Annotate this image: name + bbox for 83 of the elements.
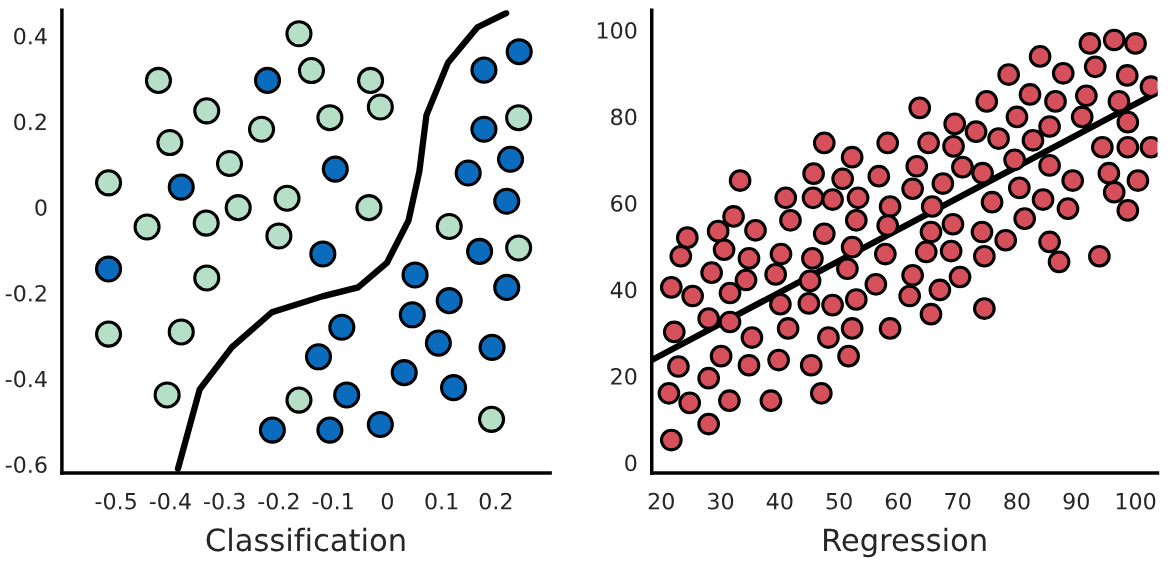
x-tick-label: 0.1 xyxy=(425,492,458,510)
point xyxy=(193,97,221,125)
point xyxy=(321,155,349,183)
x-tick-label: 80 xyxy=(1004,492,1030,510)
y-tick-label: 100 xyxy=(597,21,637,39)
point xyxy=(253,66,282,94)
point xyxy=(133,213,161,241)
y-tick-label: 0.2 xyxy=(14,113,46,131)
x-tick-label: 0 xyxy=(381,492,393,510)
x-tick-label: -0.1 xyxy=(312,492,353,510)
point xyxy=(265,222,293,250)
point xyxy=(478,333,506,361)
y-tick-label: 40 xyxy=(610,281,637,299)
point xyxy=(505,38,533,66)
point xyxy=(297,57,325,85)
point xyxy=(493,187,521,215)
x-tick-label: 20 xyxy=(648,492,674,510)
point xyxy=(333,381,361,409)
x-tick-label: -0.2 xyxy=(258,492,299,510)
point xyxy=(424,329,452,357)
x-tick-label: 30 xyxy=(708,492,734,510)
point xyxy=(309,240,337,268)
point xyxy=(505,234,533,262)
x-tick-label: -0.5 xyxy=(95,492,136,510)
y-tick-label: 0.4 xyxy=(14,27,47,45)
x-tick-label: 70 xyxy=(945,492,971,510)
y-tick-label: 60 xyxy=(611,194,637,212)
point xyxy=(95,255,123,283)
point xyxy=(224,194,252,222)
point xyxy=(328,313,356,341)
x-tick-label: 60 xyxy=(885,492,912,510)
point xyxy=(401,261,429,289)
x-axis-title: Classification xyxy=(206,527,405,552)
point xyxy=(466,237,494,265)
point xyxy=(355,194,383,222)
x-tick-label: -0.4 xyxy=(149,492,191,510)
x-tick-label: 90 xyxy=(1063,492,1089,510)
point xyxy=(496,145,525,173)
y-tick-label: 20 xyxy=(611,367,637,385)
point xyxy=(95,320,123,348)
point xyxy=(366,410,394,439)
point xyxy=(285,386,313,414)
point xyxy=(258,416,286,444)
y-tick-label: 0 xyxy=(35,199,47,217)
y-tick-label: -0.6 xyxy=(5,456,47,474)
point xyxy=(167,318,195,346)
point xyxy=(493,273,521,301)
x-tick-label: 40 xyxy=(766,492,793,510)
point xyxy=(357,66,385,94)
point xyxy=(470,115,498,143)
x-axis-title: Regression xyxy=(824,527,986,558)
point xyxy=(366,93,394,121)
point xyxy=(215,149,244,178)
point xyxy=(285,20,313,48)
y-tick-label: 0 xyxy=(625,454,637,472)
x-tick-label: -0.3 xyxy=(204,492,245,510)
point xyxy=(316,416,344,444)
point xyxy=(505,104,533,132)
point xyxy=(390,359,418,387)
point xyxy=(435,287,463,315)
point xyxy=(440,374,468,402)
x-tick-label: 100 xyxy=(1116,492,1156,510)
point xyxy=(153,381,181,409)
y-tick-label: 80 xyxy=(611,108,637,126)
y-tick-label: -0.4 xyxy=(5,370,47,388)
point xyxy=(454,159,482,187)
point xyxy=(192,209,220,237)
point xyxy=(316,104,344,132)
point xyxy=(273,184,301,212)
point xyxy=(193,264,221,292)
x-tick-label: 50 xyxy=(826,492,852,510)
point xyxy=(144,66,173,94)
point xyxy=(470,56,498,84)
point xyxy=(167,173,195,201)
point xyxy=(156,128,184,157)
point xyxy=(95,169,123,197)
point xyxy=(304,343,333,371)
y-tick-label: -0.2 xyxy=(5,284,46,302)
point xyxy=(477,405,506,433)
x-tick-label: 0.2 xyxy=(479,492,512,510)
point xyxy=(398,301,426,329)
point xyxy=(247,115,276,143)
point xyxy=(435,212,463,241)
